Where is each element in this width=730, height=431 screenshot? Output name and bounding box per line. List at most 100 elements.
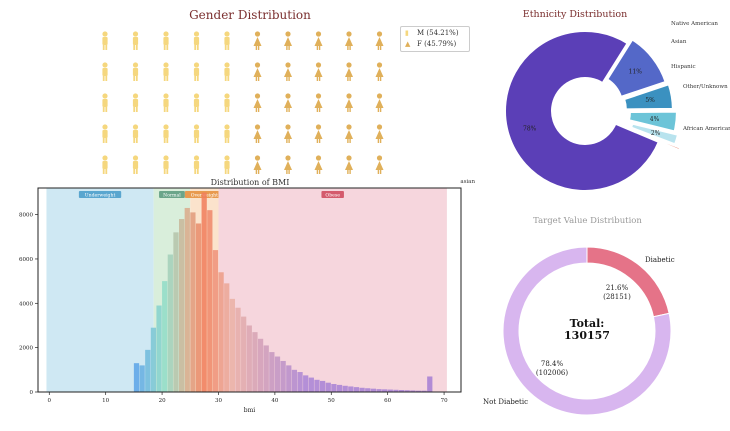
male-person-icon xyxy=(132,93,139,112)
bmi-bar xyxy=(387,389,393,392)
target-pct-not-diabetic: 78.4% xyxy=(541,360,564,368)
female-person-icon xyxy=(314,124,323,143)
female-person-icon xyxy=(375,31,384,50)
bmi-bar xyxy=(246,325,252,392)
bmi-x-tick-label: 10 xyxy=(102,398,109,404)
bmi-bar xyxy=(297,372,303,392)
female-person-icon xyxy=(345,31,353,50)
male-person-icon xyxy=(224,124,230,143)
male-icon: ▮ xyxy=(405,28,409,37)
bmi-bar xyxy=(353,387,360,392)
bmi-bar xyxy=(269,352,275,392)
bmi-chart-title: Distribution of BMI xyxy=(210,178,290,187)
bmi-bar xyxy=(173,232,179,392)
bmi-bar xyxy=(280,360,286,392)
bmi-region-label: Normal xyxy=(163,193,181,199)
male-person-icon xyxy=(102,155,108,174)
ethnicity-slice-caucasian xyxy=(504,30,661,192)
bmi-plot-frame xyxy=(37,187,462,393)
male-person-icon xyxy=(224,93,230,112)
female-person-icon xyxy=(314,155,323,174)
ethnicity-pct-label: 78% xyxy=(523,126,537,133)
bmi-bar xyxy=(184,207,190,392)
bmi-region-label: Obese xyxy=(325,193,340,199)
bmi-bar xyxy=(218,272,224,392)
bmi-bar xyxy=(235,307,241,392)
gender-icon-grid xyxy=(102,31,384,174)
bmi-bar xyxy=(224,283,230,392)
ethnicity-slice-hispanic xyxy=(627,110,678,133)
ethnicity-category-label: Native American xyxy=(671,21,718,27)
female-person-icon xyxy=(284,62,292,81)
bmi-x-tick-label: 0 xyxy=(48,398,52,404)
bmi-y-tick-label: 0 xyxy=(30,390,34,396)
bmi-bar xyxy=(308,377,314,392)
target-slice-not-diabetic xyxy=(502,246,672,416)
target-donut-chart: Diabetic Not Diabetic 21.6%(28151) 78.4%(10… xyxy=(483,246,675,416)
bmi-bar xyxy=(382,389,388,392)
ethnicity-pct-label: 5% xyxy=(645,97,655,104)
bmi-x-tick-label: 60 xyxy=(384,398,391,404)
target-chart-title: Target Value Distribution xyxy=(533,216,642,226)
bmi-y-tick-label: 8000 xyxy=(19,213,33,219)
female-person-icon xyxy=(314,93,323,112)
female-person-icon xyxy=(253,62,262,81)
bmi-bar xyxy=(212,250,219,392)
bmi-bar xyxy=(370,388,376,392)
ethnicity-slice-other-unknown xyxy=(622,83,674,111)
bmi-y-tick-label: 6000 xyxy=(19,257,33,263)
male-person-icon xyxy=(193,93,200,112)
male-person-icon xyxy=(163,155,169,174)
male-person-icon xyxy=(163,124,169,143)
bmi-histogram: UnderweightNormalOverweightObese01020304… xyxy=(19,187,462,414)
bmi-bar xyxy=(427,376,433,392)
bmi-bar xyxy=(274,356,281,392)
bmi-bar xyxy=(241,316,247,392)
female-person-icon xyxy=(284,31,292,50)
female-person-icon xyxy=(284,124,292,143)
ethnicity-pct-label: 4% xyxy=(650,116,660,123)
bmi-x-tick-label: 20 xyxy=(159,398,166,404)
male-person-icon xyxy=(224,155,230,174)
female-person-icon xyxy=(284,155,292,174)
bmi-bar xyxy=(162,281,168,392)
ethnicity-category-label: Other/Unknown xyxy=(683,84,728,90)
ethnicity-category-label: African American xyxy=(682,126,730,132)
male-person-icon xyxy=(224,62,230,81)
female-person-icon xyxy=(253,155,262,174)
male-person-icon xyxy=(132,155,139,174)
female-person-icon xyxy=(375,124,384,143)
target-count-not-diabetic: (102006) xyxy=(536,369,568,377)
bmi-x-axis-label: bmi xyxy=(244,407,256,414)
bmi-bar xyxy=(331,384,337,392)
bmi-y-tick-label: 2000 xyxy=(19,346,33,352)
bmi-bar xyxy=(303,375,309,392)
legend-item-male: ▮ M (54.21%) xyxy=(401,27,469,38)
bmi-bar xyxy=(252,332,258,392)
legend-label-male: M (54.21%) xyxy=(417,28,459,37)
ethnicity-slice-asian xyxy=(629,122,680,146)
ethnicity-chart-title: Ethnicity Distribution xyxy=(522,9,628,20)
bmi-bar xyxy=(359,387,365,392)
female-person-icon xyxy=(314,62,323,81)
male-person-icon xyxy=(193,124,200,143)
female-icon: ▲ xyxy=(405,39,411,48)
male-person-icon xyxy=(132,62,139,81)
male-person-icon xyxy=(102,93,108,112)
bmi-bar xyxy=(229,298,235,392)
bmi-bar xyxy=(314,379,320,392)
bmi-bar xyxy=(398,390,405,392)
ethnicity-pct-label: 2% xyxy=(651,130,661,137)
bmi-bar xyxy=(263,345,269,392)
bmi-bar xyxy=(410,390,416,392)
target-count-diabetic: (28151) xyxy=(603,293,631,301)
female-person-icon xyxy=(345,124,353,143)
bmi-region-tag xyxy=(78,191,122,198)
male-person-icon xyxy=(163,93,169,112)
bmi-x-tick-label: 70 xyxy=(441,398,448,404)
gender-chart-title: Gender Distribution xyxy=(189,8,311,22)
male-person-icon xyxy=(102,124,108,143)
bmi-bar xyxy=(376,389,382,392)
bmi-bar xyxy=(201,192,207,392)
bmi-bar xyxy=(257,338,264,392)
